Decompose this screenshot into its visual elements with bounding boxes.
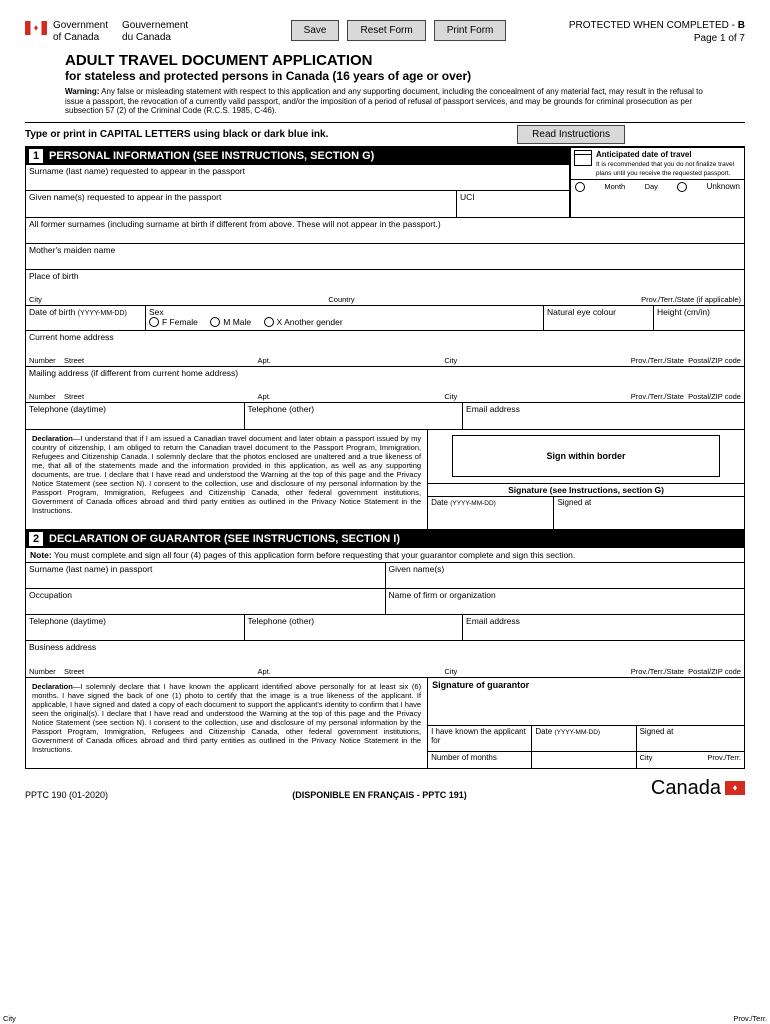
guar-tel-other-field[interactable]: Telephone (other) (245, 615, 464, 640)
reset-button[interactable]: Reset Form (347, 20, 425, 41)
wordmark-flag-icon (725, 781, 745, 795)
guar-biz-address-field[interactable]: Business address Number StreetApt.CityPr… (26, 641, 744, 677)
dob-field[interactable]: Date of birth (YYYY-MM-DD) (26, 306, 146, 330)
sex-f-radio[interactable]: F Female (149, 317, 198, 327)
guar-signed-at-field[interactable]: Signed at (637, 726, 744, 751)
tel-other-field[interactable]: Telephone (other) (245, 403, 464, 429)
form-title: ADULT TRAVEL DOCUMENT APPLICATION (65, 52, 745, 69)
form-id: PPTC 190 (01-2020) (25, 790, 108, 800)
guar-email-field[interactable]: Email address (463, 615, 744, 640)
height-field[interactable]: Height (cm/in) (654, 306, 744, 330)
guar-surname-field[interactable]: Surname (last name) in passport (26, 563, 386, 588)
guar-tel-day-field[interactable]: Telephone (daytime) (26, 615, 245, 640)
canada-flag-icon (25, 21, 47, 35)
french-note: (DISPONIBLE EN FRANÇAIS - PPTC 191) (292, 790, 467, 800)
canada-wordmark: Canada (651, 777, 745, 800)
section-2-bar: 2DECLARATION OF GUARANTOR (SEE INSTRUCTI… (25, 530, 745, 548)
declaration-2-text: Declaration—I solemnly declare that I ha… (26, 678, 428, 768)
type-print-note: Type or print in CAPITAL LETTERS using b… (25, 129, 328, 140)
header: Governmentof Canada Gouvernementdu Canad… (25, 20, 745, 44)
gov-signature: Governmentof Canada Gouvernementdu Canad… (25, 20, 188, 43)
print-button[interactable]: Print Form (434, 20, 507, 41)
signature-area[interactable]: Sign within border (428, 430, 744, 484)
warning-text: Warning: Any false or misleading stateme… (65, 87, 705, 116)
home-address-field[interactable]: Current home address Number StreetApt.Ci… (26, 331, 744, 366)
section-2-note: Note: You must complete and sign all fou… (25, 548, 745, 563)
signature-label: Signature (see Instructions, section G) (428, 484, 744, 497)
decl-signed-at-field[interactable]: Signed at CityProv./Terr. (554, 497, 744, 529)
mother-maiden-field[interactable]: Mother's maiden name (26, 244, 744, 269)
calendar-icon (574, 150, 592, 166)
travel-date-radio[interactable] (575, 182, 585, 192)
gov-fr-2: du Canada (122, 32, 171, 43)
guar-months-field[interactable]: Number of months (428, 752, 532, 768)
gov-en-2: of Canada (53, 32, 99, 43)
sex-m-radio[interactable]: M Male (210, 317, 251, 327)
read-instructions-button[interactable]: Read Instructions (517, 125, 625, 144)
guar-given-field[interactable]: Given name(s) (386, 563, 745, 588)
guar-date-field[interactable]: Date (YYYY-MM-DD) (532, 726, 636, 751)
travel-title: Anticipated date of travel (596, 150, 692, 159)
email-field[interactable]: Email address (463, 403, 744, 429)
eye-colour-field[interactable]: Natural eye colour (544, 306, 654, 330)
travel-note: It is recommended that you do not finali… (596, 161, 734, 177)
guar-known-field[interactable]: I have known the applicant for (428, 726, 532, 751)
given-names-field[interactable]: Given name(s) requested to appear in the… (26, 191, 457, 217)
place-of-birth-field[interactable]: Place of birth CityCountryProv./Terr./St… (26, 270, 744, 305)
guar-signature-area[interactable]: Signature of guarantor (428, 678, 744, 726)
declaration-1-box: Declaration—I understand that if I am is… (25, 430, 745, 530)
uci-field[interactable]: UCI (457, 191, 569, 217)
guar-firm-field[interactable]: Name of firm or organization (386, 589, 745, 614)
action-buttons: Save Reset Form Print Form (291, 20, 507, 41)
gov-fr-1: Gouvernement (122, 20, 188, 31)
footer: PPTC 190 (01-2020) (DISPONIBLE EN FRANÇA… (25, 777, 745, 800)
instruction-row: Type or print in CAPITAL LETTERS using b… (25, 122, 745, 147)
form-subtitle: for stateless and protected persons in C… (65, 69, 745, 83)
former-surnames-field[interactable]: All former surnames (including surname a… (26, 218, 744, 243)
declaration-2-box: Declaration—I solemnly declare that I ha… (25, 678, 745, 769)
travel-unknown-radio[interactable] (677, 182, 687, 192)
decl-date-field[interactable]: Date (YYYY-MM-DD) (428, 497, 554, 529)
gov-en-1: Government (53, 20, 108, 31)
save-button[interactable]: Save (291, 20, 340, 41)
protected-label: PROTECTED WHEN COMPLETED - B (569, 20, 745, 31)
page-number: Page 1 of 7 (569, 33, 745, 44)
title-block: ADULT TRAVEL DOCUMENT APPLICATION for st… (65, 52, 745, 83)
section-1-bar: 1PERSONAL INFORMATION (SEE INSTRUCTIONS,… (25, 147, 570, 165)
sex-x-radio[interactable]: X Another gender (264, 317, 343, 327)
tel-daytime-field[interactable]: Telephone (daytime) (26, 403, 245, 429)
guar-occupation-field[interactable]: Occupation (26, 589, 386, 614)
surname-field[interactable]: Surname (last name) requested to appear … (26, 165, 569, 190)
mailing-address-field[interactable]: Mailing address (if different from curre… (26, 367, 744, 402)
sex-field: Sex F Female M Male X Another gender (146, 306, 544, 330)
travel-date-box: Anticipated date of travel It is recommen… (570, 147, 745, 218)
declaration-1-text: Declaration—I understand that if I am is… (26, 430, 428, 529)
